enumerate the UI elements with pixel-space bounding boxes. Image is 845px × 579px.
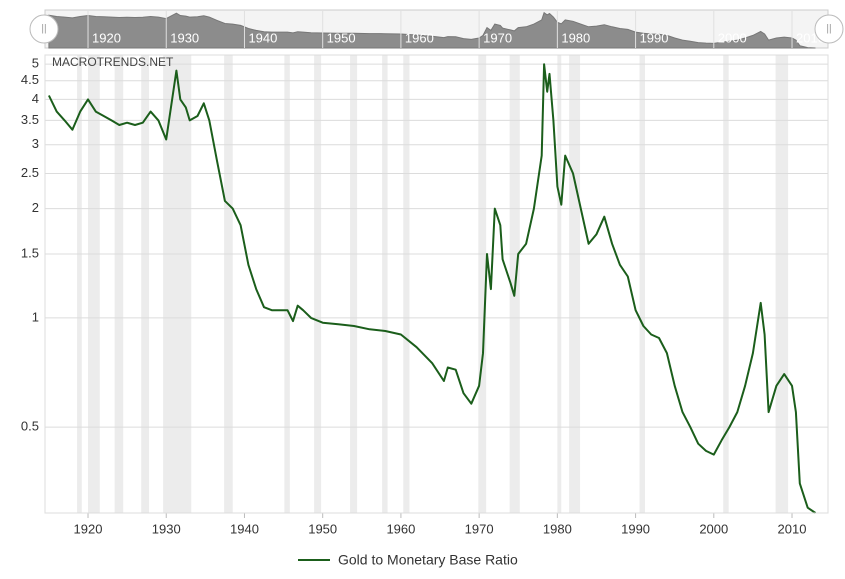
- plot: 0.5 1 1.5 2 2.5 3 3.5 4 4.55 1920 1930 1940 1950 1960…: [21, 54, 829, 536]
- legend-label[interactable]: Gold to Monetary Base Ratio: [338, 552, 518, 568]
- navigator-tick-label: 1970: [483, 30, 512, 45]
- recession-band: [478, 55, 487, 513]
- y-tick-label: 5: [32, 56, 39, 71]
- y-tick-label: 1.5: [21, 245, 39, 260]
- recession-band: [114, 55, 124, 513]
- recession-band: [350, 55, 358, 513]
- navigator-handle-left[interactable]: [29, 14, 59, 44]
- x-tick-label: 1960: [386, 521, 415, 536]
- recession-band: [314, 55, 322, 513]
- navigator-tick-label: 1940: [248, 30, 277, 45]
- x-tick-label: 1970: [465, 521, 494, 536]
- navigator-tick-label: 1960: [405, 30, 434, 45]
- navigator-layer: 1920 1930 1940 1950 1960 1970 1980 1990 2000 2010: [48, 10, 825, 49]
- x-tick-label: 1920: [74, 521, 103, 536]
- recession-band: [382, 55, 388, 513]
- x-tick-label: 2000: [699, 521, 728, 536]
- recession-band: [775, 55, 789, 513]
- x-tick-label: 1930: [152, 521, 181, 536]
- data-line: [48, 63, 817, 514]
- x-tick-label: 1940: [230, 521, 259, 536]
- handle-grip: ||: [41, 24, 46, 35]
- recession-band: [141, 55, 150, 513]
- plot-border: [44, 54, 829, 514]
- navigator-tick-label: 1920: [92, 30, 121, 45]
- y-tick-label: 3: [32, 136, 39, 151]
- recession-band: [569, 55, 581, 513]
- recession-band: [224, 55, 233, 513]
- navigator-tick-label: 2000: [718, 30, 747, 45]
- handle-grip: ||: [826, 24, 831, 35]
- y-tick-label: 3.5: [21, 112, 39, 127]
- y-tick-label: 4.5: [21, 72, 39, 87]
- recession-band: [723, 55, 729, 513]
- recession-band: [163, 55, 192, 513]
- x-tick-label: 1990: [621, 521, 650, 536]
- navigator-area: [48, 11, 816, 49]
- navigator-tick-label: 1950: [327, 30, 356, 45]
- navigator-tick-label: 1980: [561, 30, 590, 45]
- navigator-tick-label: 1930: [170, 30, 199, 45]
- plot-area: [45, 55, 828, 513]
- y-tick-label: 1: [32, 309, 39, 324]
- recession-band: [88, 55, 100, 513]
- x-tick-label: 1950: [308, 521, 337, 536]
- recession-band: [284, 55, 290, 513]
- y-tick-label: 0.5: [21, 419, 39, 434]
- y-tick-label: 2.5: [21, 165, 39, 180]
- navigator-tick-label: 1990: [640, 30, 669, 45]
- x-tick-label: 1980: [543, 521, 572, 536]
- recession-band: [557, 55, 562, 513]
- y-tick-label: 2: [32, 200, 39, 215]
- recession-band: [403, 55, 410, 513]
- y-tick-label: 4: [32, 91, 39, 106]
- recession-band: [77, 55, 82, 513]
- x-tick-label: 2010: [778, 521, 807, 536]
- recession-band: [639, 55, 645, 513]
- navigator-handle-right[interactable]: [814, 14, 844, 44]
- watermark: MACROTRENDS.NET: [52, 55, 174, 69]
